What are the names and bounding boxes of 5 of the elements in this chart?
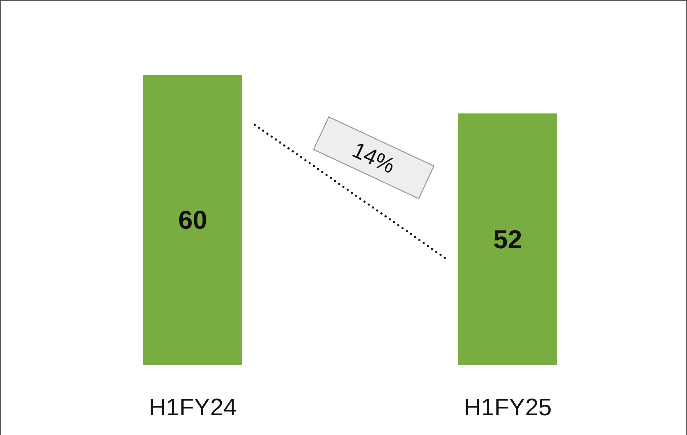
x-tick-label: H1FY24 [148,394,238,422]
data-label: 52 [494,224,522,254]
annotation: 14% [348,137,400,179]
x-tick-label: H1FY25 [464,394,552,422]
data-label: 60 [178,205,208,235]
